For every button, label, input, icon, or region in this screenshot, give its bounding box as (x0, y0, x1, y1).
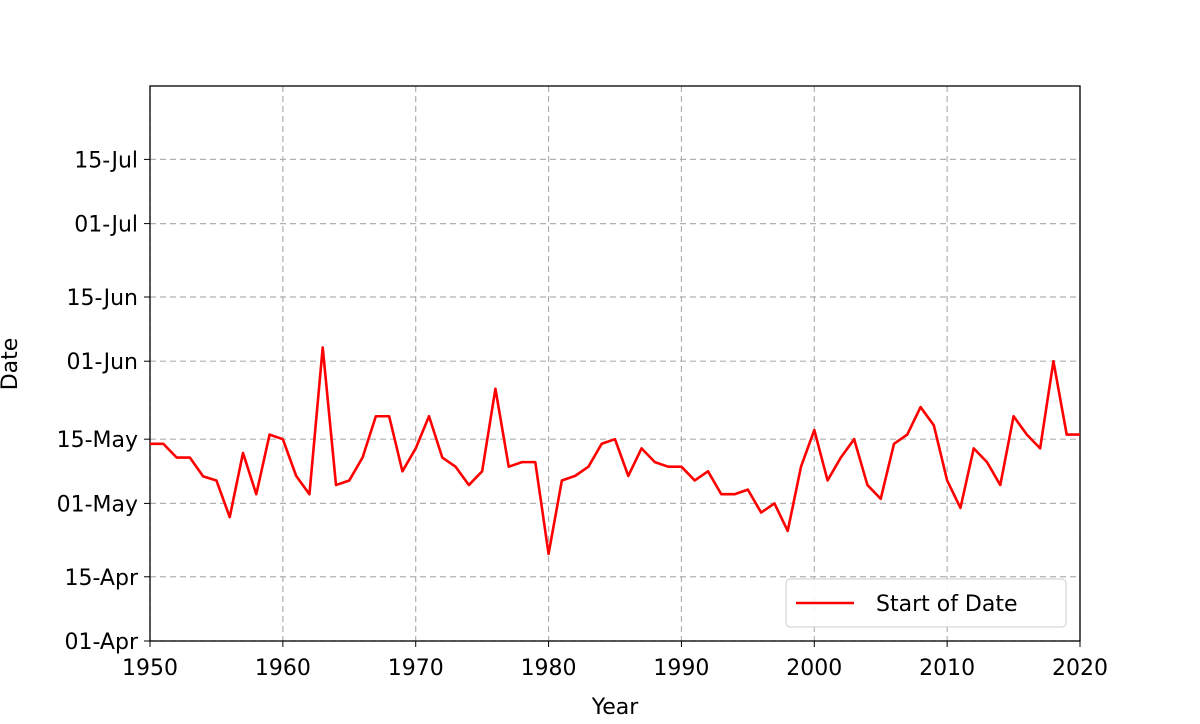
legend-label: Start of Date (876, 592, 1018, 617)
x-tick-label: 2020 (1052, 656, 1108, 681)
y-tick-label: 15-Apr (64, 566, 138, 591)
x-tick-label: 1950 (122, 656, 178, 681)
x-tick-label: 1980 (521, 656, 577, 681)
x-axis-label: Year (591, 695, 640, 720)
y-tick-label: 01-Jul (74, 213, 138, 238)
x-tick-label: 2000 (786, 656, 842, 681)
legend-box (785, 578, 1067, 628)
x-tick-label: 1970 (388, 656, 444, 681)
y-tick-label: 01-Apr (64, 630, 138, 655)
y-axis-label: Date (0, 338, 23, 391)
y-tick-label: 15-Jul (74, 148, 138, 173)
plot-frame (149, 85, 1081, 642)
y-tick-label: 15-Jun (66, 286, 138, 311)
y-tick-label: 01-May (57, 492, 138, 517)
x-tick-label: 1960 (255, 656, 311, 681)
x-tick-label: 1990 (653, 656, 709, 681)
data-line (150, 346, 1080, 556)
y-tick-label: 01-Jun (66, 350, 138, 375)
x-tick-label: 2010 (919, 656, 975, 681)
y-tick-label: 15-May (57, 428, 138, 453)
